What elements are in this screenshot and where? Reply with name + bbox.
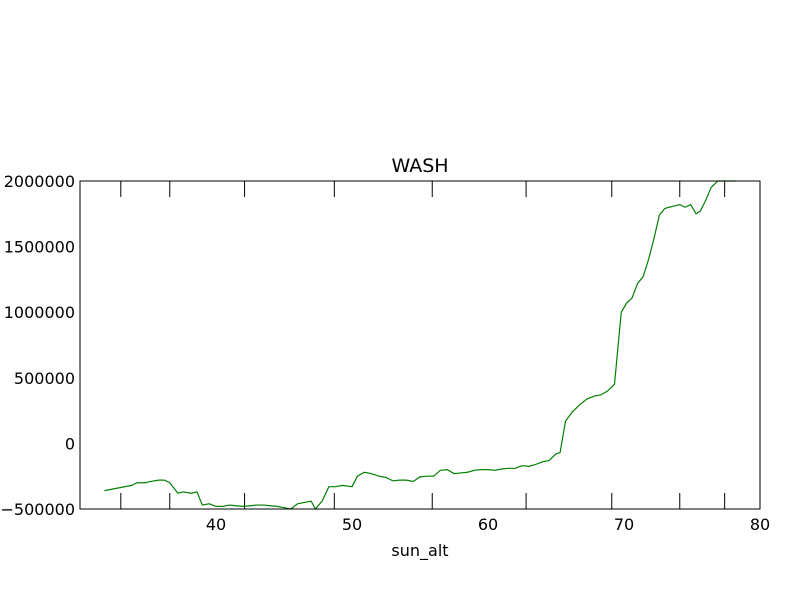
x-tick-label: 50 xyxy=(342,515,362,534)
series-line xyxy=(104,180,736,511)
y-tick-label: 0 xyxy=(65,434,75,453)
x-tick-label: 60 xyxy=(478,515,498,534)
y-tick-label: 1500000 xyxy=(4,238,75,257)
y-tick-label: −500000 xyxy=(1,500,75,519)
plot-area: −500000 0 500000 1000000 1500000 2000000 40 50 6… xyxy=(1,172,771,534)
y-tick-label: 2000000 xyxy=(4,172,75,191)
y-tick-label: 500000 xyxy=(14,369,75,388)
plot-frame xyxy=(79,180,761,510)
x-tick-label: 40 xyxy=(206,515,226,534)
x-tick-label: 80 xyxy=(750,515,770,534)
y-tick-label: 1000000 xyxy=(4,303,75,322)
x-tick-label: 70 xyxy=(614,515,634,534)
chart-title: WASH xyxy=(391,155,448,177)
x-axis-label: sun_alt xyxy=(391,541,448,561)
